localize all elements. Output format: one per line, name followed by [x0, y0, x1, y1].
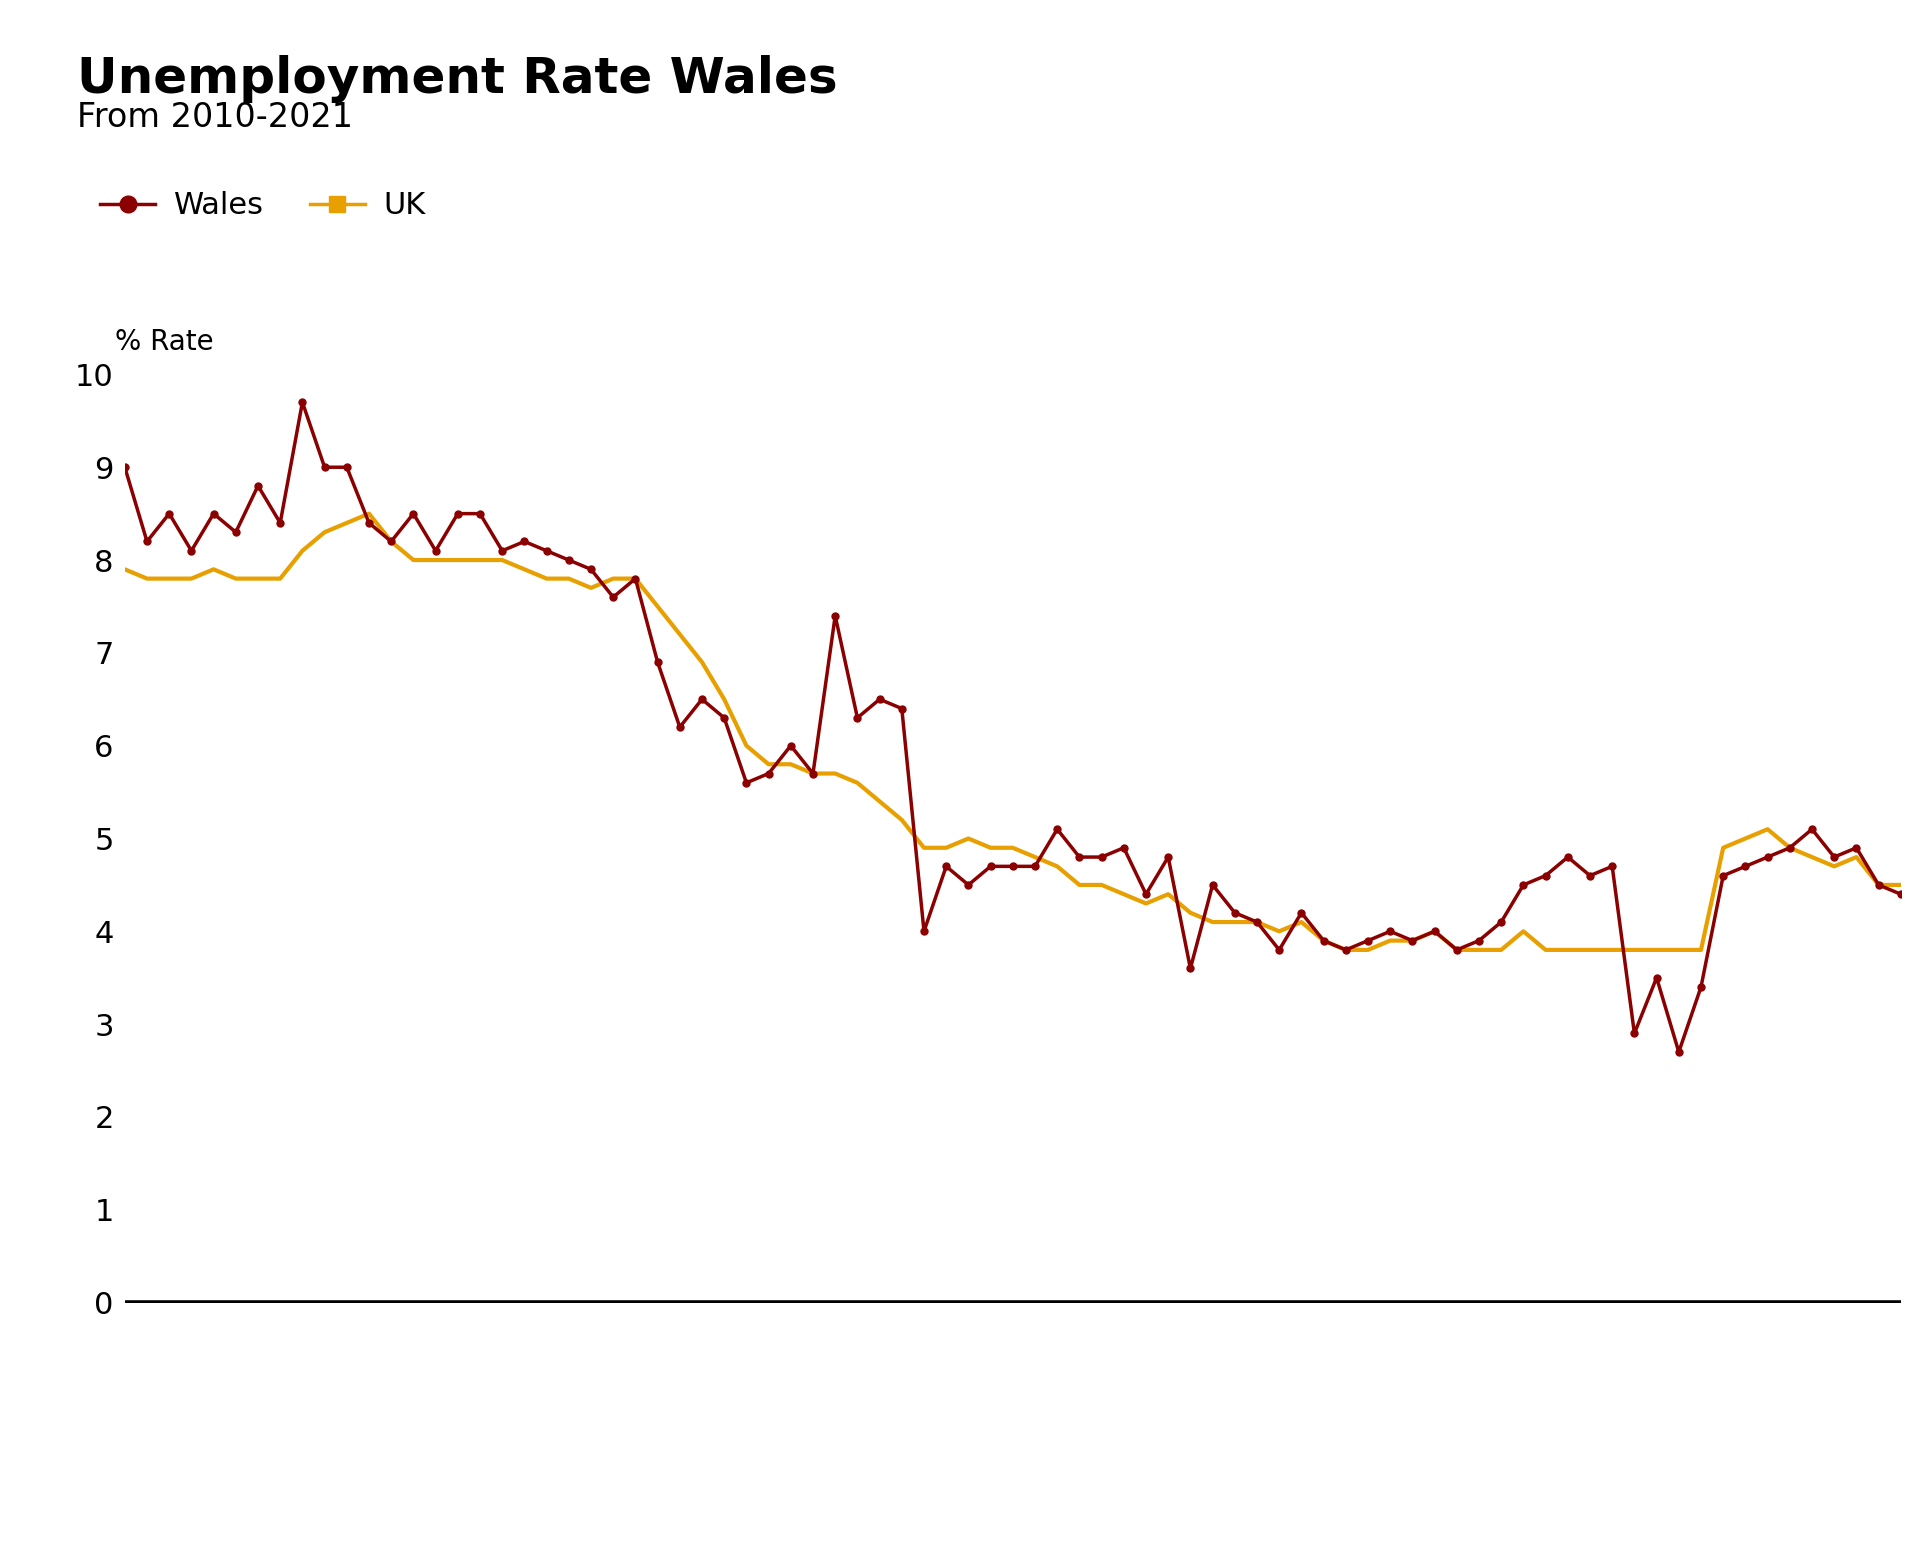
Text: B  B  C: B B C: [1619, 1443, 1834, 1498]
Text: % Rate: % Rate: [115, 328, 213, 356]
Text: Unemployment Rate Wales: Unemployment Rate Wales: [77, 55, 837, 103]
Text: From 2010-2021: From 2010-2021: [77, 101, 353, 134]
Legend: Wales, UK: Wales, UK: [88, 179, 438, 232]
